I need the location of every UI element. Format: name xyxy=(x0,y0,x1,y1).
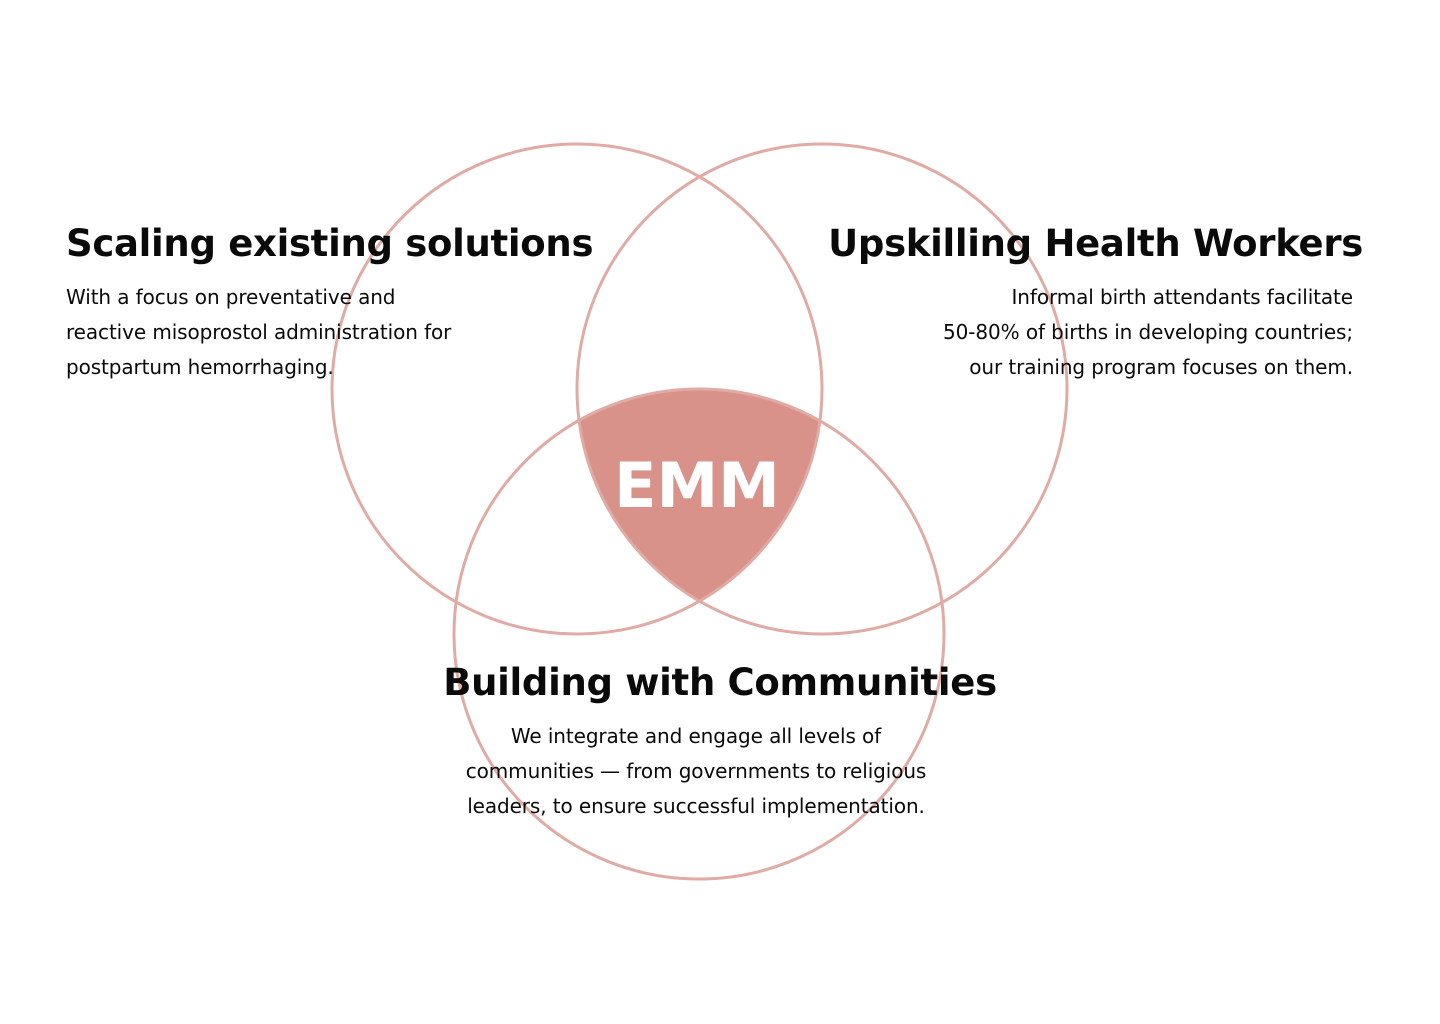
section-title-building: Building with Communities xyxy=(443,661,997,704)
center-label: EMM xyxy=(614,449,780,522)
description-line: reactive misoprostol administration for xyxy=(66,320,452,344)
description-line: Informal birth attendants facilitate xyxy=(1011,285,1354,309)
description-line: 50-80% of births in developing countries… xyxy=(943,320,1353,344)
section-description-building: We integrate and engage all levels of co… xyxy=(465,719,927,824)
circle-upskilling xyxy=(575,142,1069,636)
section-title-upskilling: Upskilling Health Workers xyxy=(828,222,1363,265)
description-line: With a focus on preventative and xyxy=(66,285,396,309)
description-line: We integrate and engage all levels of xyxy=(510,724,882,748)
section-description-scaling: With a focus on preventative and reactiv… xyxy=(66,280,451,385)
section-title-scaling: Scaling existing solutions xyxy=(66,222,594,265)
circle-scaling xyxy=(330,142,824,636)
description-line: postpartum hemorrhaging. xyxy=(66,355,334,379)
circle-building xyxy=(452,387,946,881)
section-description-upskilling: Informal birth attendants facilitate 50-… xyxy=(943,280,1353,385)
description-line: our training program focuses on them. xyxy=(969,355,1353,379)
description-line: leaders, to ensure successful implementa… xyxy=(467,794,925,818)
description-line: communities — from governments to religi… xyxy=(465,759,927,783)
